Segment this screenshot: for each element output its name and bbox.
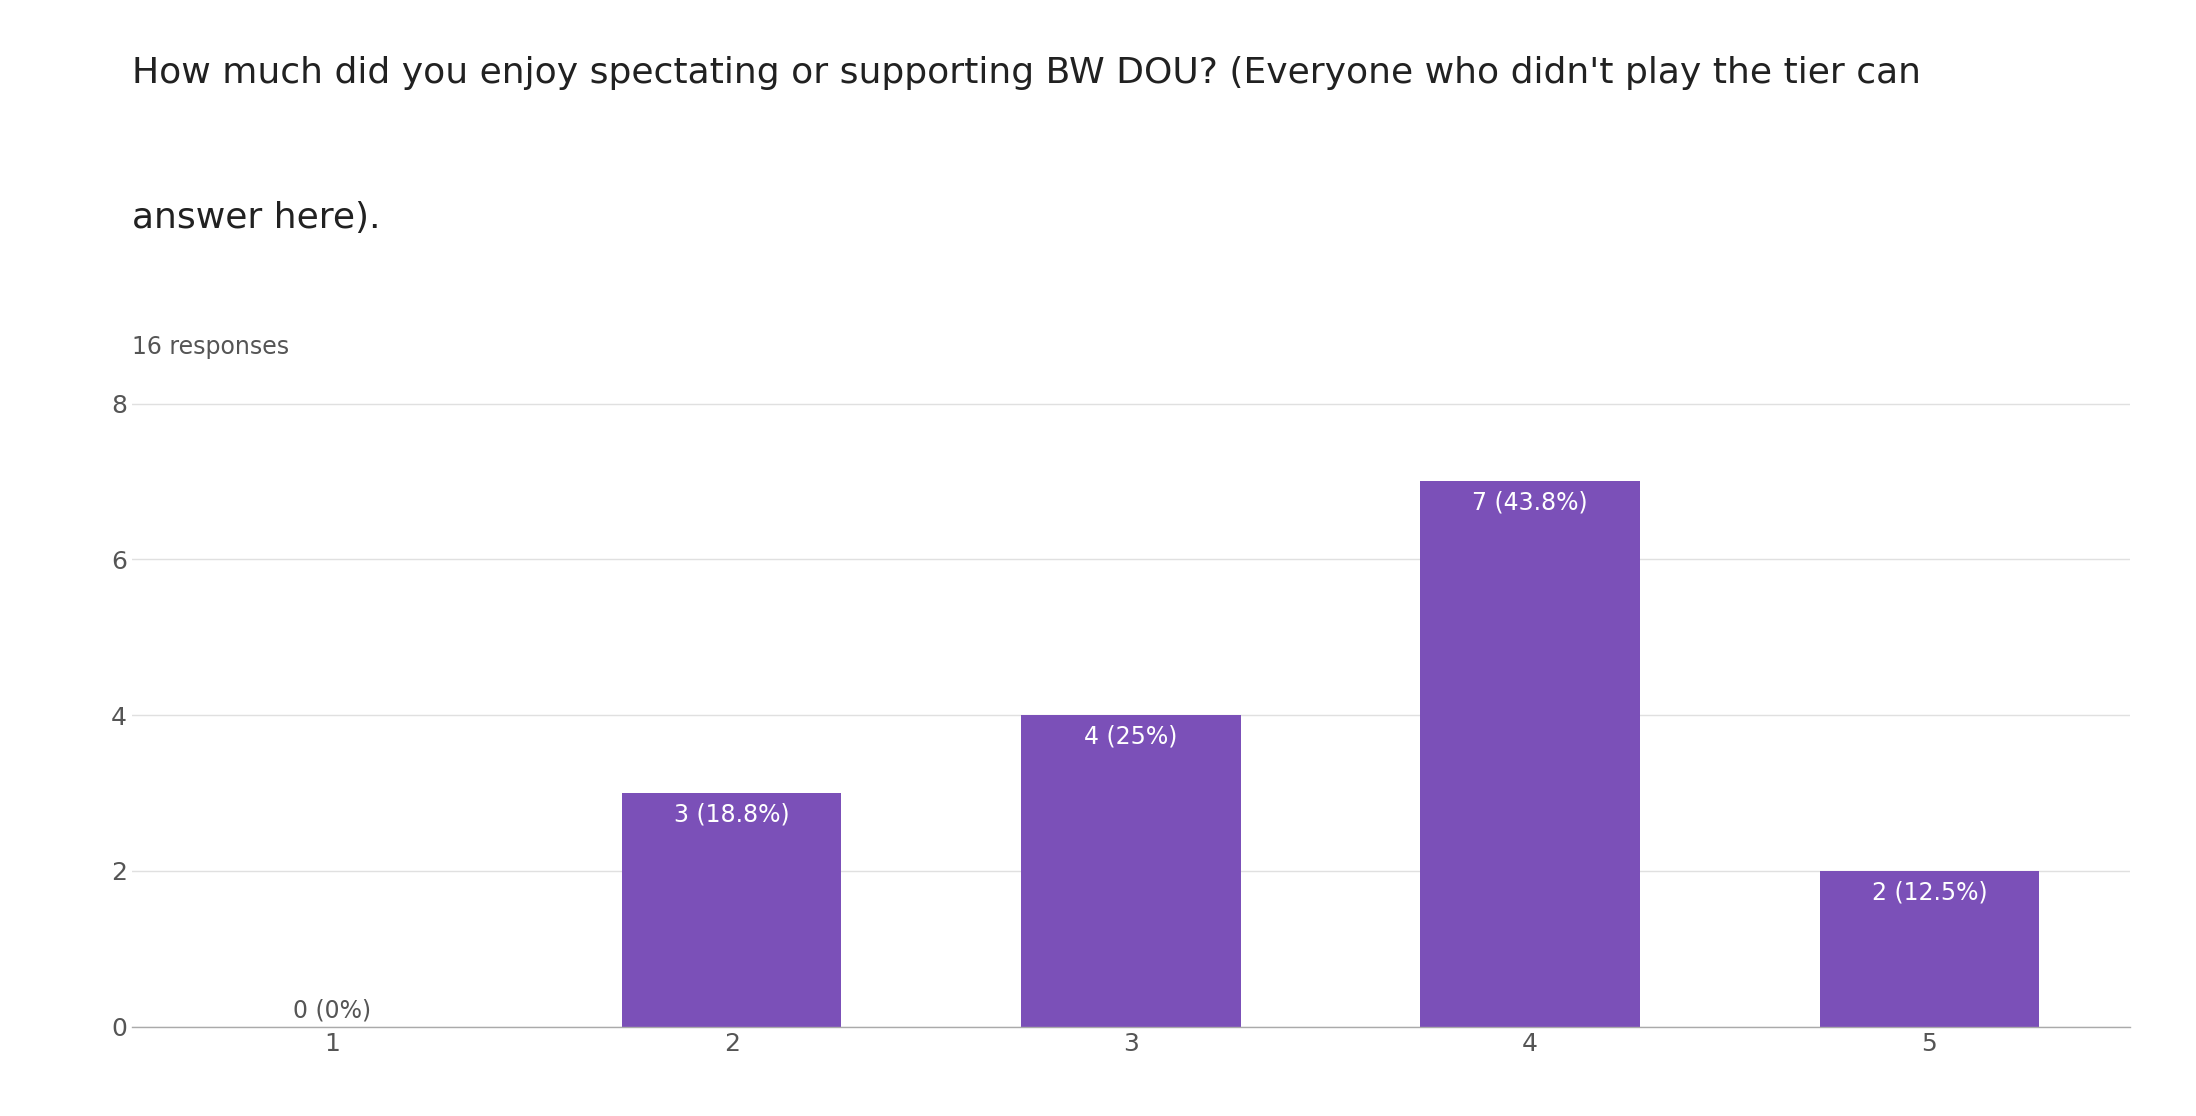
Text: 0 (0%): 0 (0%) [294,999,371,1023]
Text: 7 (43.8%): 7 (43.8%) [1471,491,1588,514]
Text: answer here).: answer here). [132,201,380,234]
Text: 2 (12.5%): 2 (12.5%) [1871,881,1987,904]
Text: 16 responses: 16 responses [132,335,290,359]
Text: How much did you enjoy spectating or supporting BW DOU? (Everyone who didn't pla: How much did you enjoy spectating or sup… [132,56,1921,89]
Bar [621,793,841,1027]
Text: 3 (18.8%): 3 (18.8%) [674,802,791,826]
Bar [1421,481,1640,1027]
Text: 4 (25%): 4 (25%) [1085,724,1177,749]
Bar [1820,870,2040,1027]
Bar [1021,715,1241,1027]
